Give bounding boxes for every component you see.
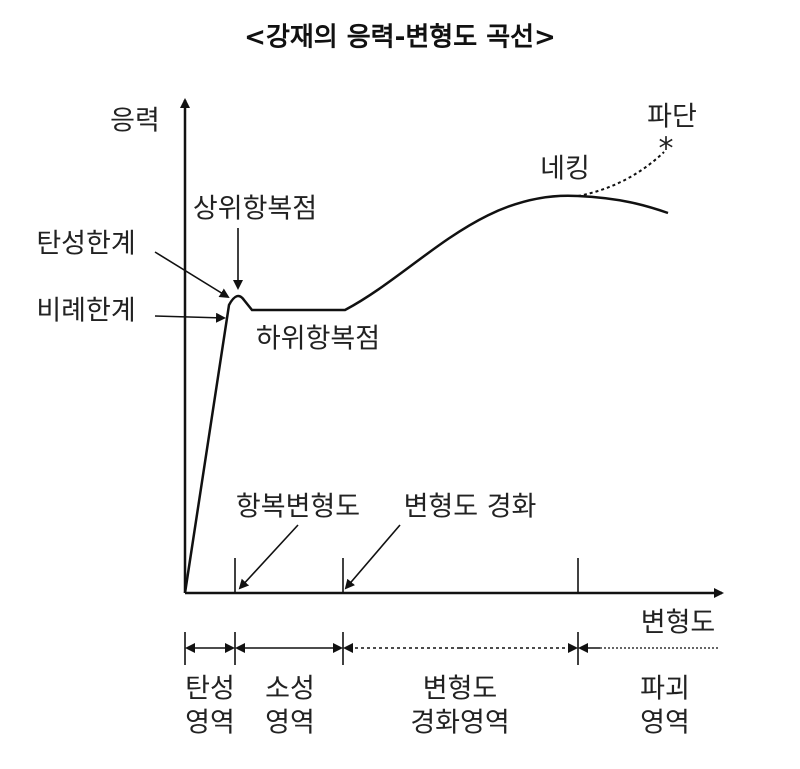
strain-hardening-label: 변형도 경화 xyxy=(404,492,537,523)
yield-strain-label: 항복변형도 xyxy=(236,492,360,523)
region-label: 영역 xyxy=(185,708,235,739)
lower-yield-label: 하위항복점 xyxy=(256,324,380,355)
upper-yield-label: 상위항복점 xyxy=(193,194,317,225)
arrow xyxy=(238,524,299,590)
necking-label: 네킹 xyxy=(540,154,590,185)
region-label: 탄성 xyxy=(185,674,235,705)
y-axis-label: 응력 xyxy=(110,106,160,137)
stress-strain-curve xyxy=(183,194,669,594)
region-label: 영역 xyxy=(265,708,315,739)
region-label: 파괴 xyxy=(640,674,690,705)
arrow xyxy=(154,251,230,299)
region-label: 경화영역 xyxy=(410,708,509,739)
arrow xyxy=(344,524,401,590)
arrow xyxy=(154,312,226,323)
region-label: 소성 xyxy=(265,674,315,705)
region-brackets xyxy=(184,632,600,665)
proportional-limit-label: 비례한계 xyxy=(36,296,135,327)
necking-dashed xyxy=(577,151,665,197)
elastic-limit-label: 탄성한계 xyxy=(36,229,135,260)
fracture-mark: * xyxy=(659,132,674,167)
x-axis-label: 변형도 xyxy=(641,608,716,639)
region-label: 변형도 xyxy=(423,674,498,705)
region-label: 영역 xyxy=(640,708,690,739)
title: <강재의 응력-변형도 곡선> xyxy=(244,23,556,53)
fracture-label: 파단 xyxy=(647,102,697,133)
